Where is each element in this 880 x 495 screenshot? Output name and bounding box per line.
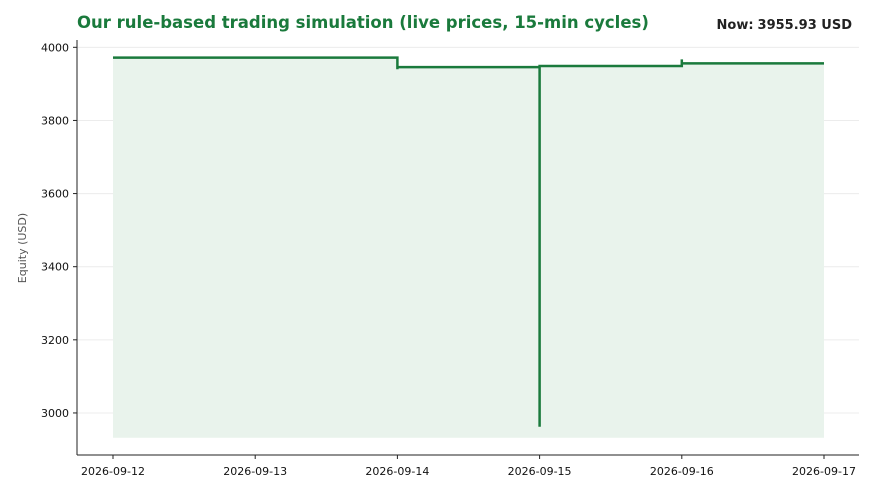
y-axis-label: Equity (USD): [16, 213, 29, 283]
x-tick-label-2026-09-16: 2026-09-16: [650, 465, 714, 478]
current-equity-badge: Now: 3955.93 USD: [717, 18, 852, 33]
y-tick-label-3000: 3000: [41, 407, 69, 420]
y-tick-label-3400: 3400: [41, 261, 69, 274]
now-label: Now:: [716, 18, 754, 33]
now-value: 3955.93 USD: [757, 18, 852, 33]
y-tick-label-3600: 3600: [41, 188, 69, 201]
x-tick-label-2026-09-12: 2026-09-12: [81, 465, 145, 478]
equity-area: [113, 57, 824, 438]
x-tick-label-2026-09-15: 2026-09-15: [508, 465, 572, 478]
y-tick-label-3200: 3200: [41, 334, 69, 347]
chart-title: Our rule-based trading simulation (live …: [77, 13, 649, 32]
y-tick-label-3800: 3800: [41, 114, 69, 127]
x-tick-label-2026-09-17: 2026-09-17: [792, 465, 856, 478]
x-tick-label-2026-09-14: 2026-09-14: [365, 465, 429, 478]
equity-line: [113, 56, 824, 427]
x-tick-label-2026-09-13: 2026-09-13: [223, 465, 287, 478]
y-tick-label-4000: 4000: [41, 41, 69, 54]
